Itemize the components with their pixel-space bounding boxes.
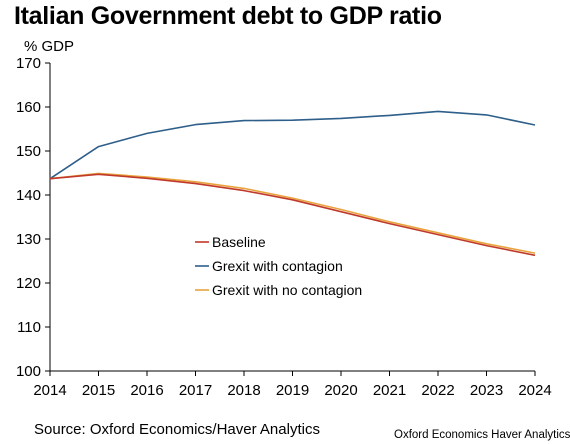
y-tick-label: 150: [16, 143, 41, 160]
x-tick-label: 2014: [33, 382, 66, 399]
legend-label: Grexit with no contagion: [212, 282, 362, 298]
y-tick-label: 100: [16, 363, 41, 380]
y-tick-label: 160: [16, 99, 41, 116]
y-tick-label: 140: [16, 187, 41, 204]
x-tick-label: 2018: [227, 382, 260, 399]
y-tick-label: 110: [17, 319, 41, 336]
legend-label: Grexit with contagion: [212, 258, 343, 274]
x-tick-label: 2015: [82, 382, 115, 399]
x-tick-label: 2020: [324, 382, 357, 399]
y-tick-label: 120: [16, 275, 41, 292]
legend-label: Baseline: [212, 234, 266, 250]
image-credit: Oxford Economics Haver Analytics: [394, 429, 570, 441]
series-line-grexit-with-contagion: [49, 110, 536, 180]
x-tick-label: 2022: [421, 382, 454, 399]
y-tick-label: 130: [16, 231, 41, 248]
x-tick-label: 2017: [179, 382, 212, 399]
x-tick-label: 2024: [518, 382, 551, 399]
x-tick-label: 2023: [470, 382, 503, 399]
y-tick-label: 170: [16, 55, 41, 72]
x-tick-label: 2019: [276, 382, 309, 399]
y-axis-unit-label: % GDP: [24, 38, 75, 55]
source-note: Source: Oxford Economics/Haver Analytics: [34, 421, 320, 438]
x-tick-label: 2021: [373, 382, 406, 399]
x-tick-label: 2016: [130, 382, 163, 399]
series-line-grexit-with-no-contagion: [49, 172, 536, 254]
chart-title: Italian Government debt to GDP ratio: [14, 2, 442, 30]
series-line-baseline: [49, 173, 536, 257]
